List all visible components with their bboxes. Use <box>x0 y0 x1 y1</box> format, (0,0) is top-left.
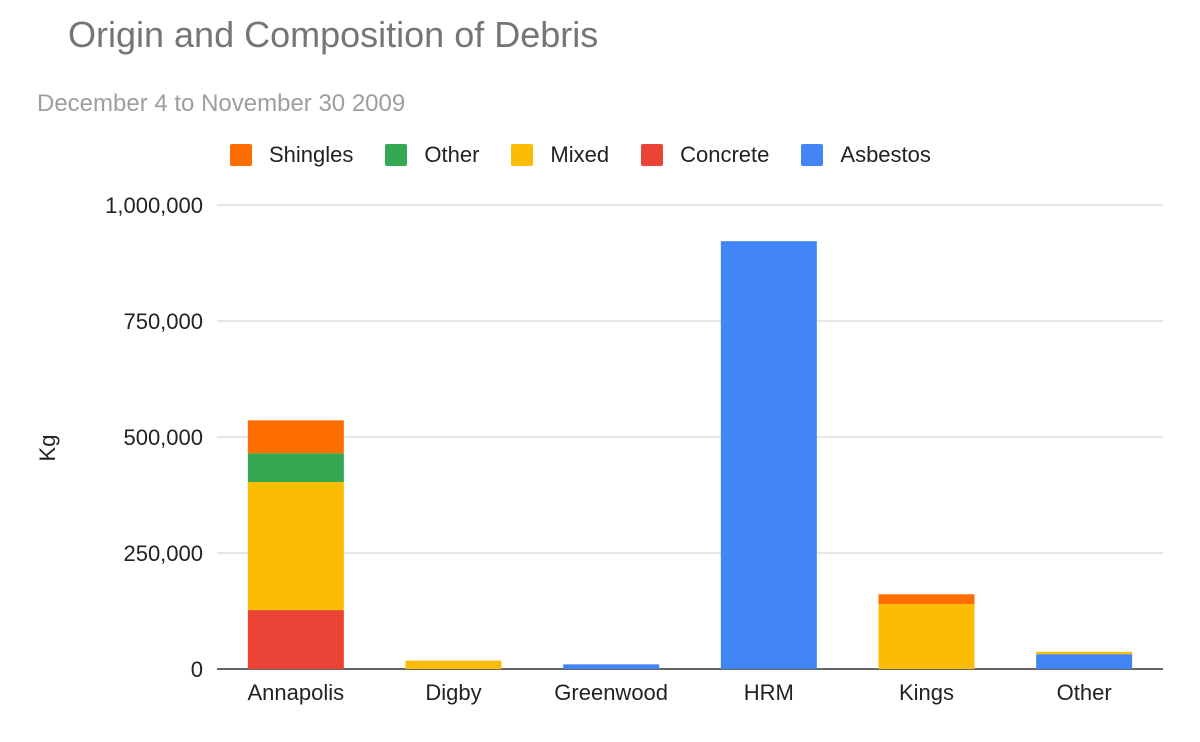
legend-swatch <box>801 144 824 166</box>
bar-other-asbestos <box>1036 654 1133 669</box>
y-tick-label: 0 <box>191 657 203 682</box>
gridlines <box>217 204 1163 670</box>
legend-item-mixed: Mixed <box>511 142 609 168</box>
y-tick-label: 750,000 <box>123 309 203 334</box>
y-axis-ticks: 0 250,000 500,000 750,000 1,000,000 <box>105 193 203 682</box>
legend-swatch <box>385 144 408 166</box>
legend-item-asbestos: Asbestos <box>801 142 931 168</box>
legend-item-shingles: Shingles <box>230 142 353 168</box>
bar-kings-mixed <box>878 604 975 669</box>
legend-label: Shingles <box>269 142 354 167</box>
x-axis-ticks: Annapolis Digby Greenwood HRM Kings Other <box>248 680 1112 705</box>
chart-title: Origin and Composition of Debris <box>68 14 599 55</box>
y-tick-label: 250,000 <box>123 541 203 566</box>
bar-annapolis-concrete <box>247 610 344 669</box>
bar-digby-mixed <box>405 660 502 669</box>
bar-hrm-asbestos <box>720 241 817 669</box>
x-tick-label: Other <box>1057 680 1112 705</box>
x-tick-label: Annapolis <box>248 680 345 705</box>
legend-label: Asbestos <box>840 142 931 167</box>
bars <box>247 241 1133 669</box>
bar-annapolis-shingles <box>247 420 344 454</box>
x-tick-label: Kings <box>899 680 954 705</box>
x-tick-label: Greenwood <box>554 680 668 705</box>
legend-label: Concrete <box>680 142 770 167</box>
bar-kings-shingles <box>878 594 975 605</box>
legend-swatch <box>230 144 252 166</box>
y-tick-label: 1,000,000 <box>105 193 203 218</box>
x-tick-label: Digby <box>425 680 481 705</box>
legend-item-other: Other <box>385 142 479 168</box>
chart-subtitle: December 4 to November 30 2009 <box>37 90 406 117</box>
legend-swatch <box>511 144 534 166</box>
bar-other-mixed <box>1036 651 1133 655</box>
chart-legend: Shingles Other Mixed Concrete Asbestos <box>230 142 963 168</box>
y-axis-label: Kg <box>35 435 60 462</box>
bar-annapolis-other <box>247 453 344 483</box>
legend-item-concrete: Concrete <box>641 142 769 168</box>
bar-greenwood-asbestos <box>563 664 660 669</box>
legend-label: Mixed <box>550 142 610 167</box>
x-tick-label: HRM <box>744 680 794 705</box>
y-tick-label: 500,000 <box>123 425 203 450</box>
bar-annapolis-mixed <box>247 482 344 611</box>
legend-swatch <box>641 144 664 166</box>
legend-label: Other <box>424 142 480 167</box>
